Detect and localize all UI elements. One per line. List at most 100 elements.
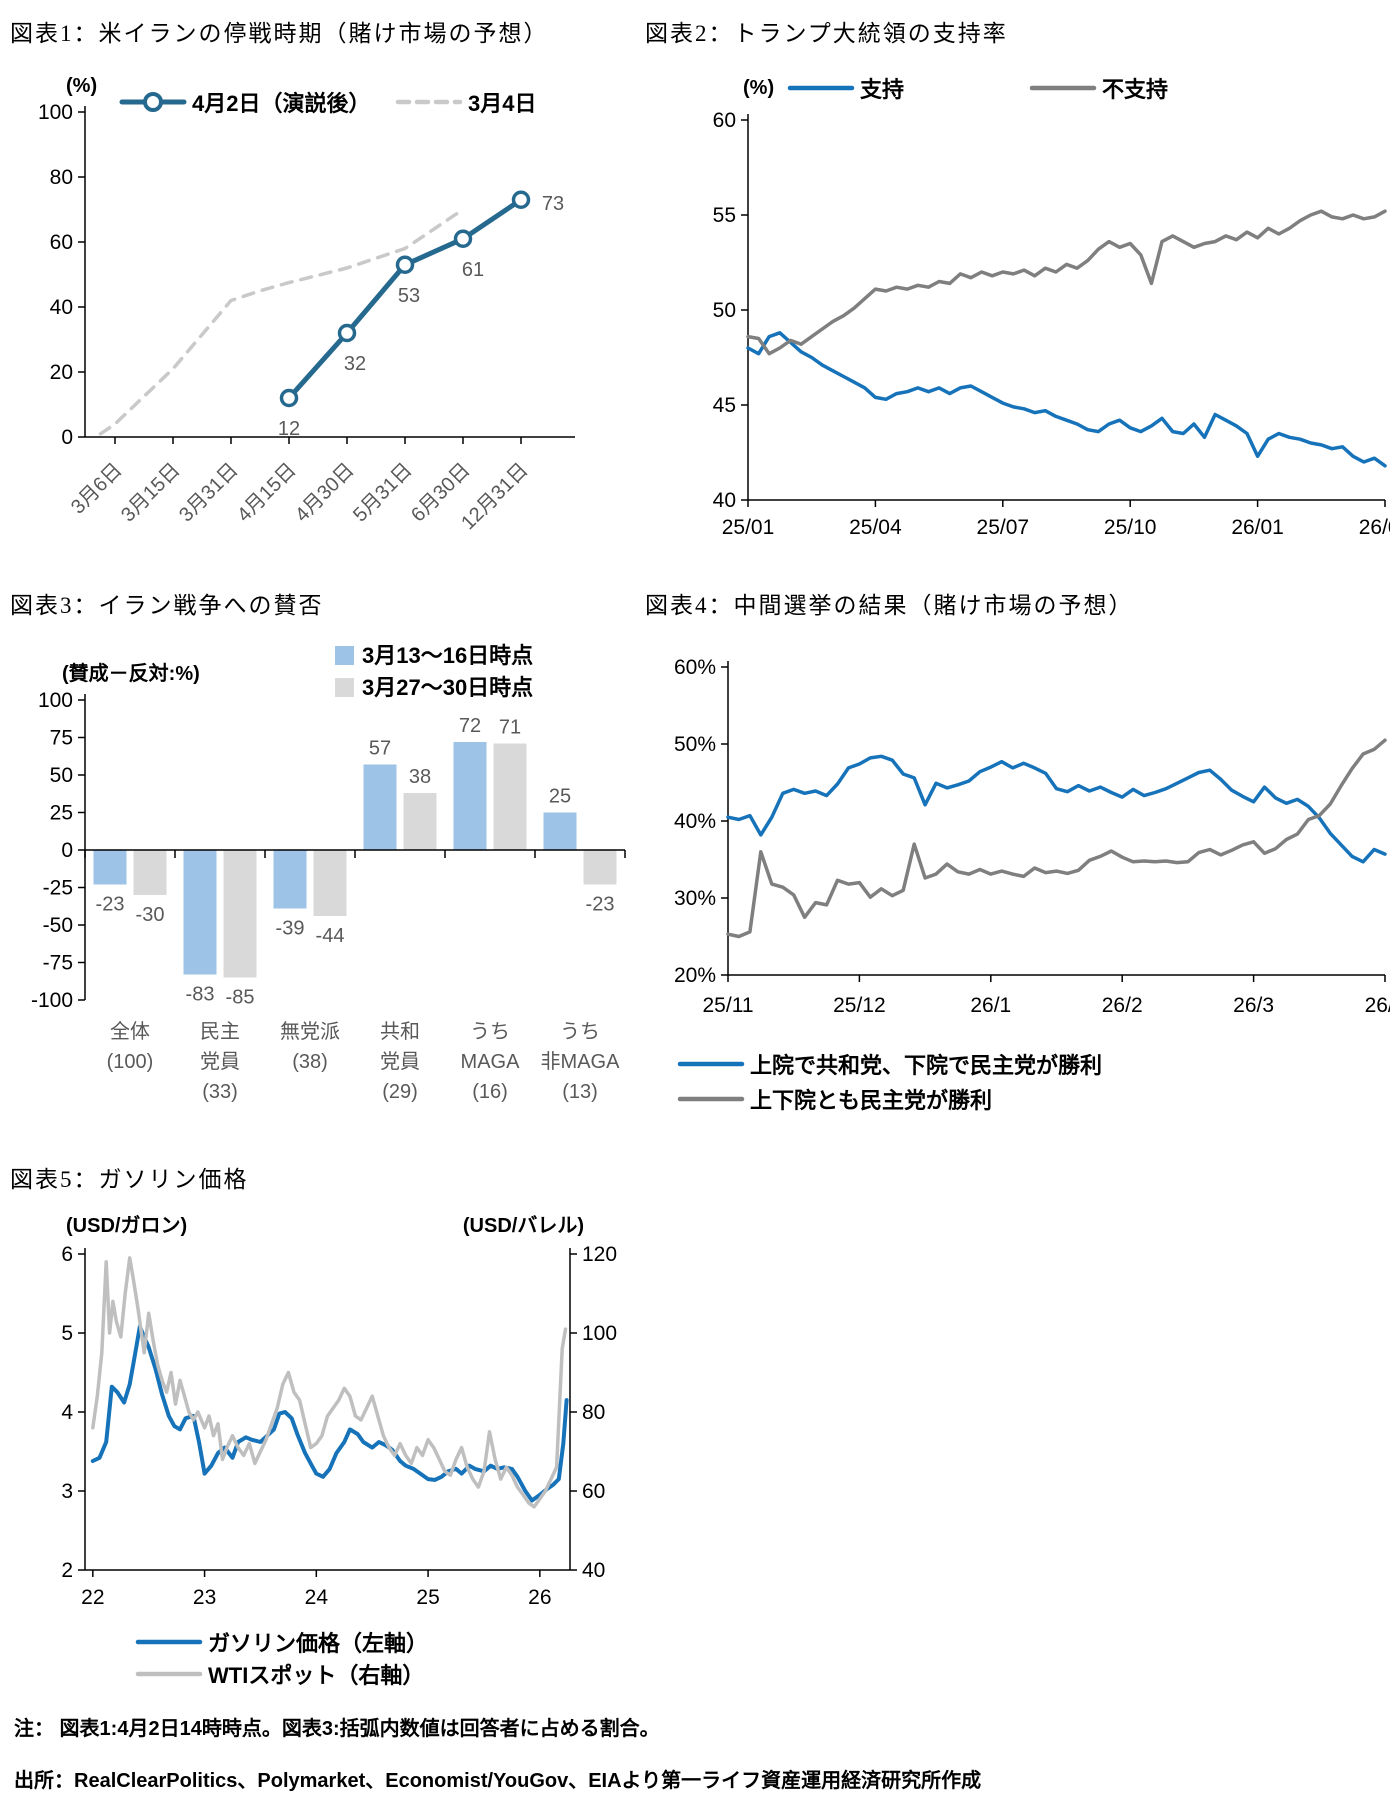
- svg-text:60: 60: [713, 109, 736, 132]
- svg-text:26: 26: [528, 1586, 551, 1609]
- svg-text:25: 25: [549, 786, 571, 808]
- svg-text:71: 71: [499, 717, 521, 739]
- svg-text:3月13～16日時点: 3月13～16日時点: [362, 643, 533, 668]
- svg-text:57: 57: [369, 738, 391, 760]
- svg-text:3月31日: 3月31日: [175, 459, 242, 526]
- figure4-title: 図表4：中間選挙の結果（賭け市場の予想）: [645, 593, 1134, 618]
- figure3-title: 図表3：イラン戦争への賛否: [10, 593, 324, 618]
- svg-text:4: 4: [61, 1401, 73, 1424]
- svg-text:-50: -50: [43, 914, 73, 937]
- svg-text:3: 3: [61, 1480, 73, 1503]
- svg-text:民主: 民主: [200, 1020, 240, 1043]
- svg-text:0: 0: [61, 426, 73, 449]
- svg-text:40: 40: [582, 1559, 605, 1582]
- svg-text:30%: 30%: [674, 887, 716, 910]
- svg-text:3月27～30日時点: 3月27～30日時点: [362, 675, 533, 700]
- svg-text:26/04: 26/04: [1359, 516, 1390, 539]
- svg-text:72: 72: [459, 715, 481, 737]
- svg-text:非MAGA: 非MAGA: [541, 1050, 621, 1073]
- svg-text:-85: -85: [226, 987, 255, 1009]
- svg-text:25/04: 25/04: [849, 516, 902, 539]
- svg-text:26/01: 26/01: [1231, 516, 1284, 539]
- svg-text:共和: 共和: [380, 1020, 420, 1043]
- svg-text:WTIスポット（右軸）: WTIスポット（右軸）: [208, 1663, 424, 1688]
- figure2-line-chart: 40 45 50 55 60 25/01 25/04 25/07 25/10 26/01 26/04…: [713, 77, 1390, 539]
- svg-text:53: 53: [398, 285, 420, 307]
- figure1-line-chart: 0204060801003月6日3月15日3月31日4月15日4月30日5月31…: [38, 75, 575, 534]
- figure1-title: 図表1：米イランの停戦時期（賭け市場の予想）: [10, 21, 549, 46]
- svg-text:党員: 党員: [380, 1050, 420, 1073]
- svg-text:25/01: 25/01: [722, 516, 775, 539]
- svg-text:25/11: 25/11: [703, 994, 754, 1017]
- svg-text:(100): (100): [107, 1051, 154, 1073]
- figure5-title: 図表5：ガソリン価格: [10, 1167, 249, 1192]
- footnote: 注： 図表1:4月2日14時時点。図表3:括弧内数値は回答者に占める割合。: [14, 1718, 660, 1740]
- svg-text:100: 100: [38, 101, 73, 124]
- svg-text:25: 25: [50, 802, 73, 825]
- svg-text:6: 6: [61, 1243, 73, 1266]
- svg-text:40%: 40%: [674, 810, 716, 833]
- svg-text:5月31日: 5月31日: [349, 459, 416, 526]
- svg-text:55: 55: [713, 204, 736, 227]
- svg-text:26/3: 26/3: [1233, 994, 1274, 1017]
- svg-text:3月15日: 3月15日: [117, 459, 184, 526]
- svg-text:(16): (16): [472, 1081, 508, 1103]
- svg-text:うち: うち: [470, 1021, 510, 1043]
- svg-text:(USD/ガロン): (USD/ガロン): [66, 1214, 187, 1237]
- svg-text:60%: 60%: [674, 656, 716, 679]
- svg-text:-25: -25: [43, 877, 73, 900]
- svg-text:32: 32: [344, 353, 366, 375]
- svg-text:120: 120: [582, 1243, 617, 1266]
- svg-text:ガソリン価格（左軸）: ガソリン価格（左軸）: [208, 1631, 428, 1656]
- svg-text:無党派: 無党派: [280, 1020, 340, 1043]
- svg-text:73: 73: [542, 193, 564, 215]
- svg-text:0: 0: [61, 839, 73, 862]
- svg-text:(38): (38): [292, 1051, 328, 1073]
- svg-text:-39: -39: [276, 918, 305, 940]
- svg-text:25/12: 25/12: [833, 994, 886, 1017]
- svg-text:-44: -44: [316, 925, 345, 947]
- svg-text:(13): (13): [562, 1081, 598, 1103]
- svg-text:4月2日（演説後）: 4月2日（演説後）: [192, 91, 370, 116]
- svg-text:-30: -30: [136, 904, 165, 926]
- svg-text:24: 24: [305, 1586, 329, 1609]
- svg-text:-83: -83: [186, 984, 215, 1006]
- svg-text:4月15日: 4月15日: [233, 459, 300, 526]
- svg-text:5: 5: [61, 1322, 73, 1345]
- svg-text:支持: 支持: [860, 77, 904, 102]
- figure4-line-chart: 20% 30% 40% 50% 60% 25/11 25/12 26/1 26/2 26/3 26/…: [674, 656, 1390, 1113]
- svg-text:25/10: 25/10: [1104, 516, 1157, 539]
- figure2-title: 図表2：トランプ大統領の支持率: [645, 21, 1008, 46]
- svg-text:25: 25: [416, 1586, 439, 1609]
- svg-text:20: 20: [50, 361, 73, 384]
- svg-text:50: 50: [713, 299, 736, 322]
- svg-text:38: 38: [409, 766, 431, 788]
- svg-text:うち: うち: [560, 1021, 600, 1043]
- svg-text:全体: 全体: [110, 1020, 150, 1043]
- svg-text:50: 50: [50, 764, 73, 787]
- svg-text:-75: -75: [43, 952, 73, 975]
- svg-text:23: 23: [193, 1586, 216, 1609]
- svg-text:-100: -100: [31, 989, 73, 1012]
- svg-text:20%: 20%: [674, 964, 716, 987]
- svg-text:25/07: 25/07: [977, 516, 1030, 539]
- svg-text:(%): (%): [66, 75, 97, 97]
- svg-text:2: 2: [61, 1559, 73, 1582]
- svg-text:-23: -23: [96, 894, 125, 916]
- svg-text:26/2: 26/2: [1102, 994, 1143, 1017]
- svg-text:80: 80: [582, 1401, 605, 1424]
- svg-text:4月30日: 4月30日: [291, 459, 358, 526]
- svg-text:(%): (%): [743, 77, 774, 99]
- svg-text:(29): (29): [382, 1081, 418, 1103]
- svg-text:50%: 50%: [674, 733, 716, 756]
- svg-text:MAGA: MAGA: [461, 1051, 521, 1073]
- source-note: 出所：RealClearPolitics、Polymarket、Economis…: [14, 1770, 982, 1792]
- svg-text:100: 100: [582, 1322, 617, 1345]
- svg-text:40: 40: [50, 296, 73, 319]
- svg-text:26/4: 26/4: [1365, 994, 1390, 1017]
- svg-text:上院で共和党、下院で民主党が勝利: 上院で共和党、下院で民主党が勝利: [750, 1053, 1102, 1078]
- svg-text:上下院とも民主党が勝利: 上下院とも民主党が勝利: [750, 1088, 992, 1113]
- svg-text:40: 40: [713, 489, 736, 512]
